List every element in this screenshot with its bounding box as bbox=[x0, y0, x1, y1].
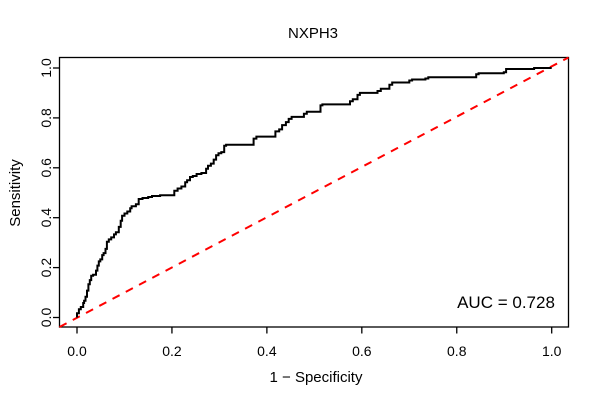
y-axis-ticks: 0.0 0.2 0.4 0.6 0.8 1.0 bbox=[38, 58, 60, 327]
y-tick-label: 1.0 bbox=[38, 58, 54, 78]
y-tick-label: 0.4 bbox=[38, 208, 54, 228]
roc-curve-path bbox=[76, 67, 552, 318]
y-axis-title: Sensitivity bbox=[7, 159, 24, 227]
x-tick-label: 0.8 bbox=[447, 343, 467, 359]
auc-annotation: AUC = 0.728 bbox=[457, 293, 555, 312]
chart-title: NXPH3 bbox=[288, 25, 338, 42]
plot-frame-box bbox=[58, 56, 570, 328]
x-axis-title: 1 − Specificity bbox=[270, 369, 363, 386]
y-tick-label: 0.0 bbox=[38, 308, 54, 328]
x-tick-label: 1.0 bbox=[542, 343, 562, 359]
y-tick-label: 0.2 bbox=[38, 258, 54, 278]
x-tick-label: 0.0 bbox=[67, 343, 87, 359]
x-tick-label: 0.2 bbox=[162, 343, 182, 359]
x-tick-label: 0.6 bbox=[352, 343, 372, 359]
x-tick-label: 0.4 bbox=[257, 343, 277, 359]
x-axis-ticks: 0.0 0.2 0.4 0.6 0.8 1.0 bbox=[67, 327, 562, 359]
y-tick-label: 0.6 bbox=[38, 158, 54, 178]
chance-diagonal-line bbox=[59, 56, 569, 328]
y-tick-label: 0.8 bbox=[38, 108, 54, 128]
